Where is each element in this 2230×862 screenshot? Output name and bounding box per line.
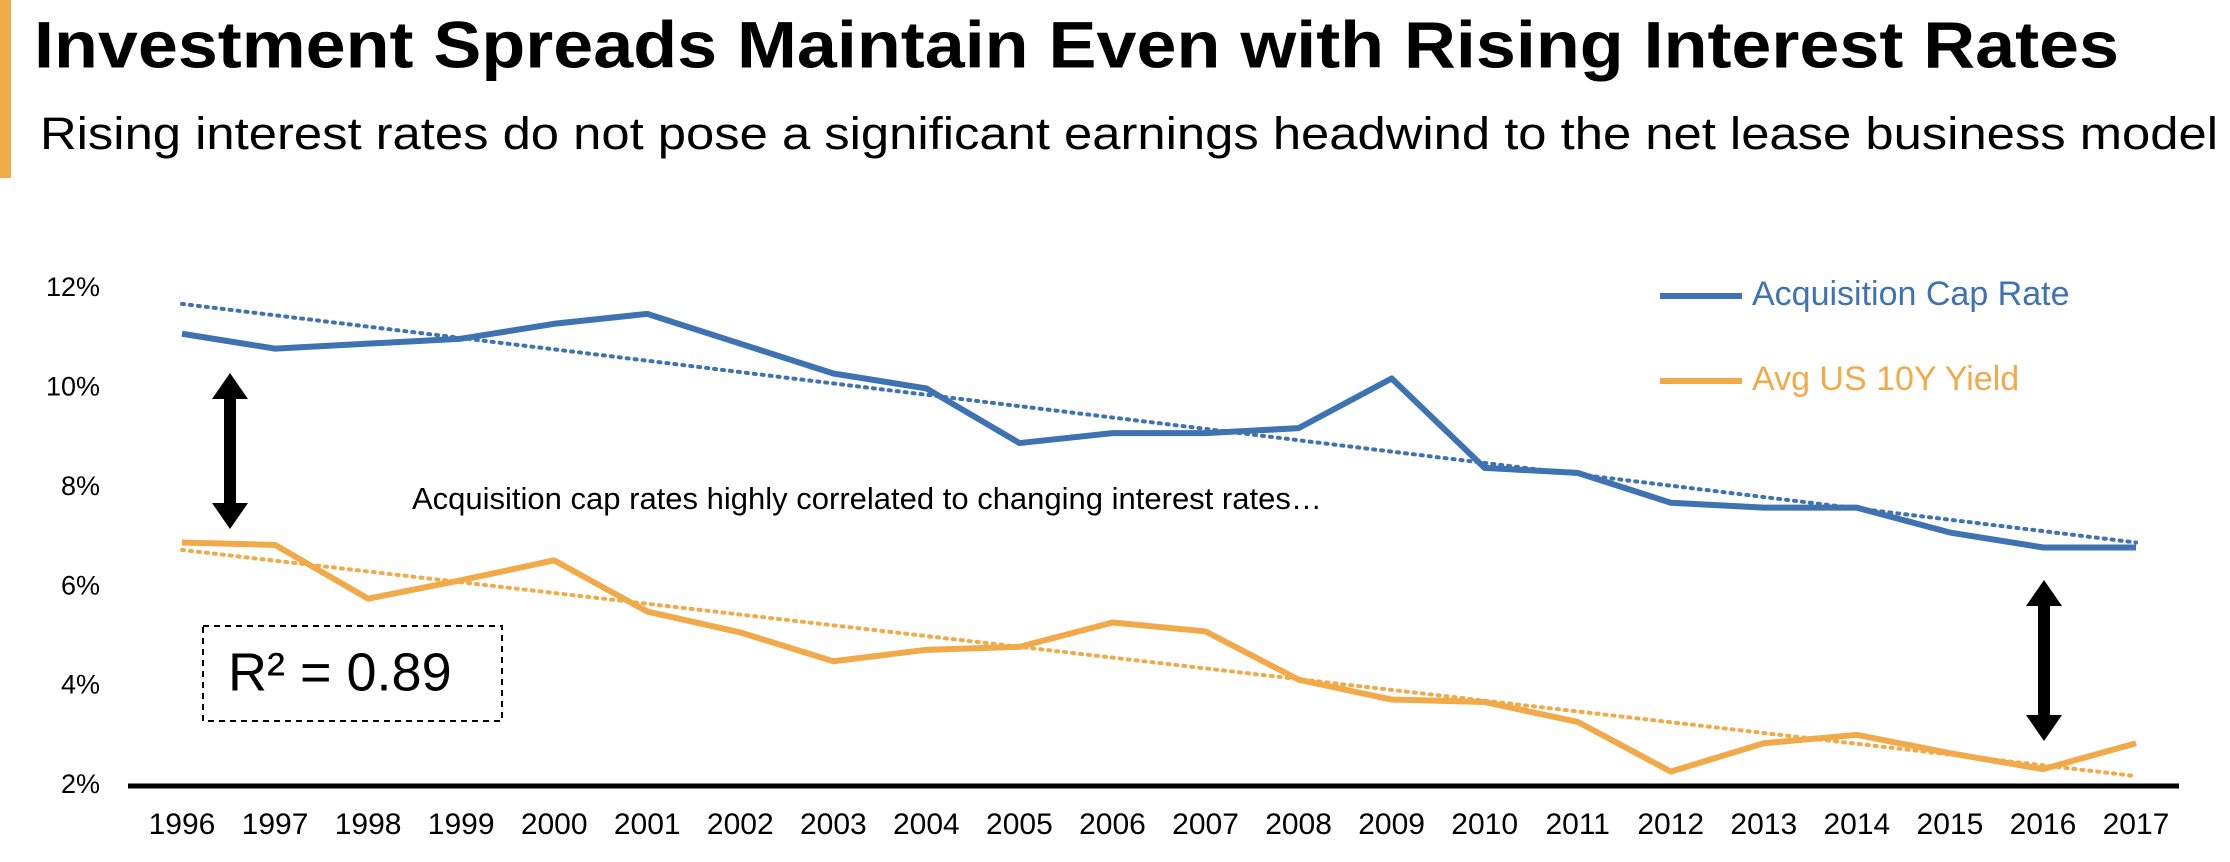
- annotation: R² = 0.89: [228, 642, 452, 702]
- x-tick-label: 2008: [1265, 808, 1332, 841]
- trend-line: [180, 301, 2138, 545]
- x-tick-label: 2014: [1823, 808, 1890, 841]
- x-tick-label: 2016: [2010, 808, 2077, 841]
- x-tick-label: 2012: [1637, 808, 1704, 841]
- x-tick-label: 2017: [2103, 808, 2170, 841]
- x-tick-label: 2009: [1358, 808, 1425, 841]
- annotation-box: [202, 625, 503, 722]
- x-tick-label: 1999: [428, 808, 495, 841]
- spread-arrow: [212, 373, 248, 529]
- legend-label: Avg US 10Y Yield: [1752, 360, 2019, 398]
- chart-title: Investment Spreads Maintain Even with Ri…: [34, 7, 2119, 81]
- title-accent-bar: [0, 0, 11, 178]
- legend-label: Acquisition Cap Rate: [1752, 275, 2070, 313]
- x-tick-label: 2001: [614, 808, 681, 841]
- y-tick-label: 6%: [61, 570, 100, 600]
- series-line: [181, 310, 2136, 551]
- x-tick-label: 2004: [893, 808, 960, 841]
- x-tick-label: 2010: [1451, 808, 1518, 841]
- y-tick-label: 12%: [46, 272, 100, 302]
- spread-arrow: [2026, 580, 2062, 741]
- trend-line: [180, 547, 2138, 779]
- y-tick-label: 2%: [61, 769, 100, 799]
- x-tick-label: 1998: [335, 808, 402, 841]
- x-tick-label: 2013: [1730, 808, 1797, 841]
- y-tick-label: 8%: [61, 471, 100, 501]
- x-tick-label: 2015: [1917, 808, 1984, 841]
- x-tick-label: 1996: [149, 808, 216, 841]
- y-tick-label: 10%: [46, 372, 100, 402]
- series-line: [181, 539, 2137, 775]
- x-tick-label: 1997: [242, 808, 309, 841]
- chart-subtitle: Rising interest rates do not pose a sign…: [40, 108, 2218, 159]
- x-tick-label: 2007: [1172, 808, 1239, 841]
- x-tick-label: 2002: [707, 808, 774, 841]
- x-tick-label: 2011: [1545, 808, 1610, 841]
- x-tick-label: 2003: [800, 808, 867, 841]
- x-tick-label: 2005: [986, 808, 1053, 841]
- annotation: Acquisition cap rates highly correlated …: [412, 481, 1322, 516]
- x-tick-label: 2000: [521, 808, 588, 841]
- y-tick-label: 4%: [61, 670, 100, 700]
- x-tick-label: 2006: [1079, 808, 1146, 841]
